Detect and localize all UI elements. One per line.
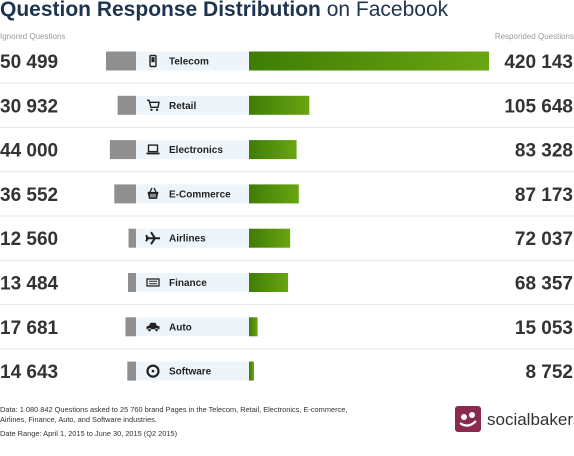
responded-value-label: 72 037 <box>515 229 573 250</box>
ignored-bar <box>114 184 136 204</box>
basket-icon <box>147 187 159 199</box>
responded-value-label: 68 357 <box>515 274 573 295</box>
responded-bar <box>249 51 489 71</box>
chart-row-e-commerce: E-Commerce 36 552 87 173 <box>0 184 574 217</box>
phone-icon <box>149 54 157 68</box>
responded-bar <box>249 361 254 381</box>
category-label: Retail <box>169 101 196 112</box>
category-label-background <box>136 51 249 71</box>
chart-row-retail: Retail 30 932 105 648 <box>0 95 574 128</box>
ignored-bar <box>117 95 136 115</box>
responded-column-header: Responded Questions <box>494 32 574 41</box>
category-label-background <box>136 140 249 160</box>
ignored-value-label: 44 000 <box>0 141 58 162</box>
plane-icon <box>145 231 160 245</box>
data-note: Data: 1 080 842 Questions asked to 25 76… <box>0 405 348 424</box>
cart-icon <box>147 99 160 111</box>
category-label: Auto <box>169 322 192 333</box>
category-label-background <box>136 184 249 204</box>
responded-bar <box>249 140 297 160</box>
chart-row-auto: Auto 17 681 15 053 <box>0 317 574 350</box>
ignored-value-label: 50 499 <box>0 52 58 73</box>
disc-icon <box>146 364 160 378</box>
chart-row-airlines: Airlines 12 560 72 037 <box>0 228 574 261</box>
chart-row-telecom: Telecom 50 499 420 143 <box>0 51 574 84</box>
responded-value-label: 8 752 <box>525 362 573 383</box>
category-label: Telecom <box>169 57 209 68</box>
socialbakers-logo-text: socialbakers <box>487 410 574 429</box>
ignored-bar <box>127 273 136 292</box>
chart-row-finance: Finance 13 484 68 357 <box>0 273 574 306</box>
ignored-bar <box>106 51 136 71</box>
ignored-bar <box>109 140 136 160</box>
date-range: Date Range: April 1, 2015 to June 30, 20… <box>0 429 178 438</box>
responded-value-label: 83 328 <box>515 141 573 162</box>
category-label-background <box>136 273 249 292</box>
category-label-background <box>136 228 249 248</box>
chart-row-electronics: Electronics 44 000 83 328 <box>0 140 574 173</box>
responded-bar <box>249 273 289 292</box>
category-label-background <box>136 95 249 115</box>
category-label: Finance <box>169 278 207 289</box>
responded-value-label: 420 143 <box>504 52 573 73</box>
responded-value-label: 87 173 <box>515 185 573 206</box>
responded-bar <box>249 95 310 115</box>
chart-title-suffix: on Facebook <box>326 0 449 21</box>
category-label: Electronics <box>169 145 223 156</box>
ignored-value-label: 36 552 <box>0 185 58 206</box>
ignored-value-label: 14 643 <box>0 362 58 383</box>
ignored-value-label: 30 932 <box>0 96 58 117</box>
ignored-column-header: Ignored Questions <box>0 32 66 41</box>
socialbakers-logo-icon <box>455 406 481 432</box>
chart-area: Telecom 50 499 420 143 Retail 30 932 105 648 E… <box>0 51 574 383</box>
category-label: E-Commerce <box>169 189 231 200</box>
ignored-value-label: 17 681 <box>0 318 59 339</box>
finance-icon <box>146 278 160 287</box>
ignored-value-label: 13 484 <box>0 274 59 295</box>
category-label-background <box>136 317 249 337</box>
ignored-value-label: 12 560 <box>0 229 58 250</box>
responded-bar <box>249 228 291 248</box>
car-icon <box>146 322 160 332</box>
responded-value-label: 105 648 <box>504 96 573 117</box>
socialbakers-logo: socialbakers <box>455 404 574 438</box>
ignored-bar <box>128 228 136 248</box>
responded-bar <box>249 184 299 204</box>
category-label: Airlines <box>169 234 206 245</box>
chart-title-main: Question Response Distribution <box>0 0 321 21</box>
ignored-bar <box>127 361 136 381</box>
laptop-icon <box>146 144 160 155</box>
responded-value-label: 15 053 <box>515 318 573 339</box>
ignored-bar <box>125 317 136 337</box>
category-label: Software <box>169 367 212 378</box>
category-label-background <box>136 361 249 381</box>
chart-title: Question Response Distribution on Facebo… <box>0 0 448 22</box>
chart-row-software: Software 14 643 8 752 <box>0 361 573 383</box>
responded-bar <box>249 317 258 337</box>
